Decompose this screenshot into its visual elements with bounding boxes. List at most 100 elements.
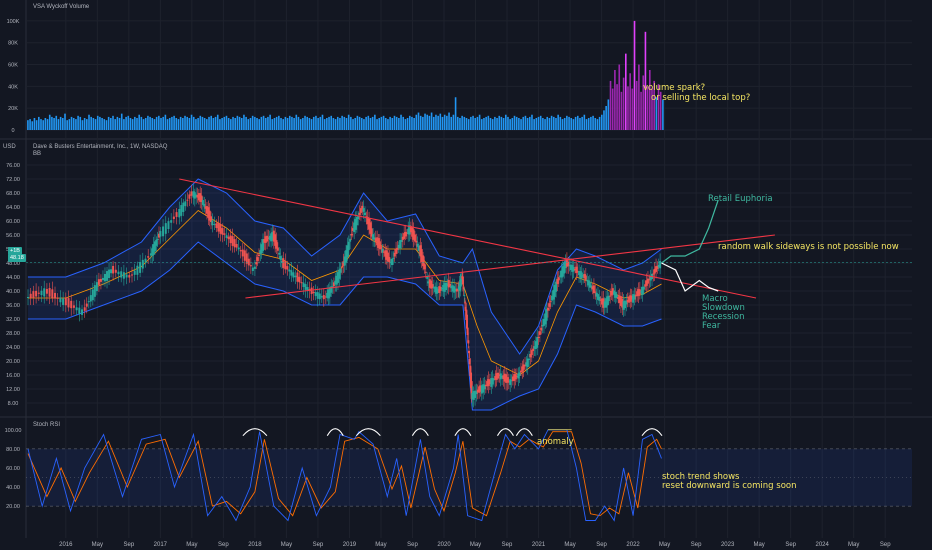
candle-body bbox=[409, 225, 412, 233]
volume-bar bbox=[223, 116, 226, 130]
candle-body bbox=[507, 381, 510, 383]
candle-body bbox=[644, 284, 647, 287]
candle-body bbox=[253, 266, 256, 269]
volume-bar bbox=[500, 116, 503, 130]
x-tick-label: 2017 bbox=[154, 542, 168, 548]
volume-bar bbox=[651, 88, 653, 130]
candle-body bbox=[641, 286, 644, 295]
candle-body bbox=[502, 375, 505, 380]
candle-body bbox=[357, 215, 360, 220]
candle-body bbox=[268, 235, 271, 240]
volume-tick-label: 80K bbox=[8, 41, 18, 47]
candle-body bbox=[438, 286, 441, 293]
volume-bar bbox=[605, 106, 607, 130]
candle-body bbox=[476, 389, 479, 393]
volume-bar bbox=[321, 114, 324, 130]
volume-bar bbox=[437, 115, 439, 130]
candle-body bbox=[611, 288, 614, 294]
volume-bar bbox=[70, 116, 73, 130]
candle-body bbox=[541, 324, 544, 327]
candle-body bbox=[519, 370, 522, 373]
candle-body bbox=[237, 247, 240, 250]
volume-bar bbox=[203, 118, 206, 130]
volume-bar bbox=[640, 91, 642, 130]
x-tick-label: 2020 bbox=[437, 542, 451, 548]
candle-body bbox=[346, 245, 349, 258]
candle-body bbox=[59, 297, 62, 303]
volume-bar bbox=[282, 119, 285, 130]
volume-bar bbox=[354, 118, 357, 130]
candle-body bbox=[442, 284, 445, 292]
candle-body bbox=[257, 254, 260, 257]
candle-body bbox=[241, 249, 244, 257]
candle-body bbox=[85, 303, 88, 307]
volume-bar bbox=[306, 116, 309, 130]
volume-bar bbox=[216, 114, 219, 130]
volume-bar bbox=[138, 114, 140, 130]
candle-body bbox=[235, 244, 238, 248]
candle-body bbox=[156, 238, 159, 240]
volume-bar bbox=[173, 115, 175, 130]
volume-bar bbox=[358, 116, 361, 130]
volume-bar bbox=[166, 119, 169, 130]
candle-body bbox=[547, 307, 549, 311]
candle-body bbox=[259, 250, 262, 254]
candle-body bbox=[366, 216, 369, 225]
candle-body bbox=[553, 285, 556, 297]
volume-bar bbox=[657, 84, 660, 130]
volume-bar bbox=[572, 119, 575, 130]
candle-body bbox=[223, 233, 226, 235]
volume-bar bbox=[278, 115, 280, 130]
volume-bar bbox=[382, 115, 385, 130]
volume-bar bbox=[245, 116, 247, 130]
axes: 2016 May Sep 2017 May Sep 2018 May Sep 2019 May Sep… bbox=[5, 19, 892, 548]
peak-arc bbox=[326, 428, 344, 436]
candle-body bbox=[377, 238, 380, 248]
candle-body bbox=[494, 376, 497, 380]
volume-bar bbox=[378, 118, 381, 130]
candle-body bbox=[158, 233, 161, 238]
candle-body bbox=[272, 230, 275, 242]
candle-body bbox=[384, 250, 387, 257]
candle-body bbox=[243, 250, 246, 261]
volume-bar bbox=[384, 118, 387, 130]
volume-bar bbox=[365, 116, 367, 130]
volume-bar bbox=[62, 118, 64, 130]
candle-body bbox=[141, 259, 144, 269]
candle-body bbox=[598, 296, 601, 301]
candle-body bbox=[221, 228, 224, 235]
candle-body bbox=[186, 199, 189, 201]
candle-body bbox=[388, 257, 391, 263]
volume-bar bbox=[232, 116, 234, 130]
volume-bar bbox=[629, 73, 631, 130]
volume-bar bbox=[247, 119, 250, 130]
candle-body bbox=[592, 285, 595, 294]
candle-body bbox=[217, 222, 220, 232]
x-tick-label: Sep bbox=[407, 542, 418, 548]
volume-bar bbox=[570, 118, 573, 130]
candle-body bbox=[488, 379, 491, 385]
peak-arc bbox=[355, 428, 381, 437]
candle-body bbox=[549, 301, 552, 303]
candle-body bbox=[354, 219, 357, 230]
volume-bar bbox=[622, 77, 625, 130]
candle-body bbox=[208, 210, 211, 221]
volume-bar bbox=[64, 113, 66, 130]
volume-bar bbox=[225, 115, 228, 130]
candle-body bbox=[233, 239, 236, 248]
candle-body bbox=[131, 274, 133, 276]
volume-bar bbox=[184, 115, 186, 130]
volume-tick-label: 40K bbox=[8, 84, 18, 90]
candle-body bbox=[418, 246, 421, 251]
volume-bar bbox=[153, 119, 156, 130]
volume-bar bbox=[352, 119, 354, 130]
candle-body bbox=[267, 237, 270, 239]
volume-bar bbox=[415, 114, 418, 130]
price-tick-label: 60.00 bbox=[6, 219, 20, 225]
candle-body bbox=[449, 283, 452, 287]
volume-bar bbox=[483, 118, 485, 130]
volume-bar bbox=[160, 118, 162, 130]
volume-bar bbox=[192, 116, 195, 130]
x-tick-label: May bbox=[848, 542, 859, 548]
candle-body bbox=[306, 287, 309, 291]
